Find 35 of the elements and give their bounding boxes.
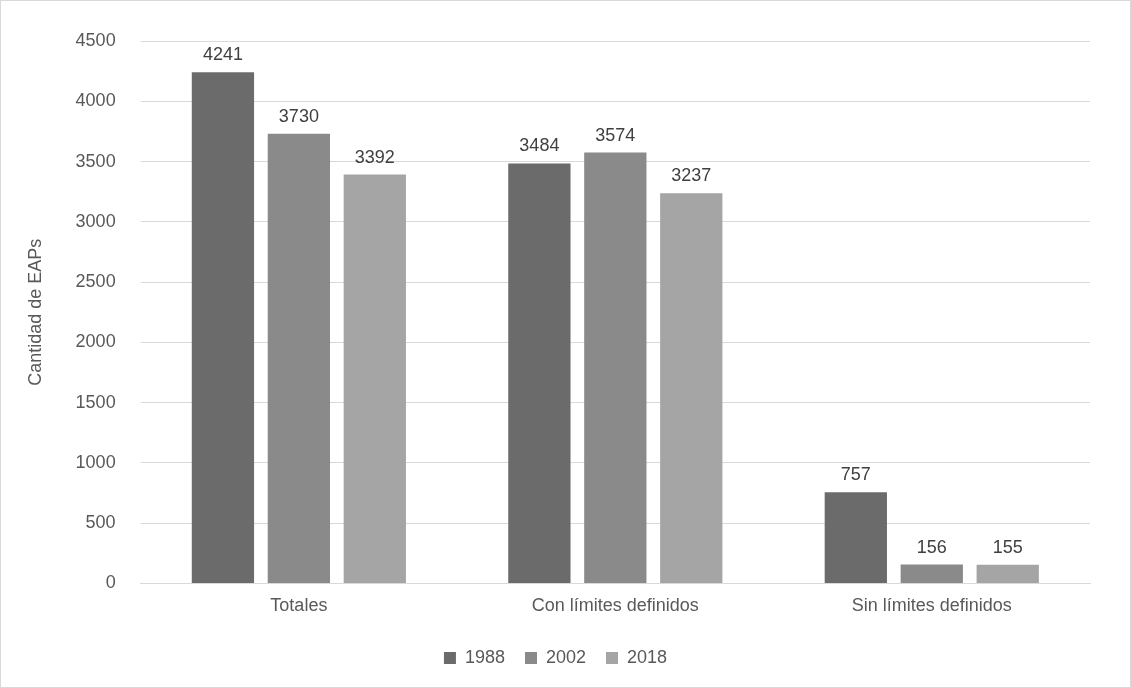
data-label: 757 [840, 464, 871, 485]
data-label: 3392 [354, 146, 395, 167]
y-axis-title: Cantidad de EAPs [24, 238, 45, 386]
y-tick-label: 1500 [75, 391, 116, 412]
y-tick-label: 1000 [75, 451, 116, 472]
x-tick-label: Con límites definidos [531, 595, 699, 616]
y-tick-label: 0 [105, 572, 116, 593]
bar [267, 133, 331, 583]
y-tick-label: 2500 [75, 271, 116, 292]
bar [824, 492, 887, 583]
bar [900, 564, 963, 583]
data-label: 3484 [519, 135, 560, 156]
bar [343, 174, 406, 583]
data-label: 3574 [595, 124, 636, 145]
legend-label: 2002 [545, 646, 587, 667]
bar [508, 163, 571, 583]
data-label: 156 [916, 536, 947, 557]
y-tick-label: 3000 [75, 210, 116, 231]
bar [976, 564, 1039, 583]
y-tick-label: 4000 [75, 90, 116, 111]
data-label: 155 [992, 536, 1023, 557]
y-tick-label: 2000 [75, 331, 116, 352]
y-tick-label: 4500 [75, 29, 116, 50]
y-tick-label: 500 [85, 512, 116, 533]
legend-label: 1988 [464, 646, 505, 667]
data-label: 4241 [202, 44, 243, 65]
data-label: 3237 [671, 165, 712, 186]
legend-label: 2018 [627, 646, 668, 667]
y-tick-label: 3500 [75, 150, 116, 171]
x-tick-label: Totales [270, 595, 328, 616]
data-label: 3730 [278, 105, 319, 126]
bar [191, 72, 255, 583]
bar [584, 152, 647, 583]
x-tick-label: Sin límites definidos [851, 595, 1012, 616]
bar [660, 193, 723, 583]
